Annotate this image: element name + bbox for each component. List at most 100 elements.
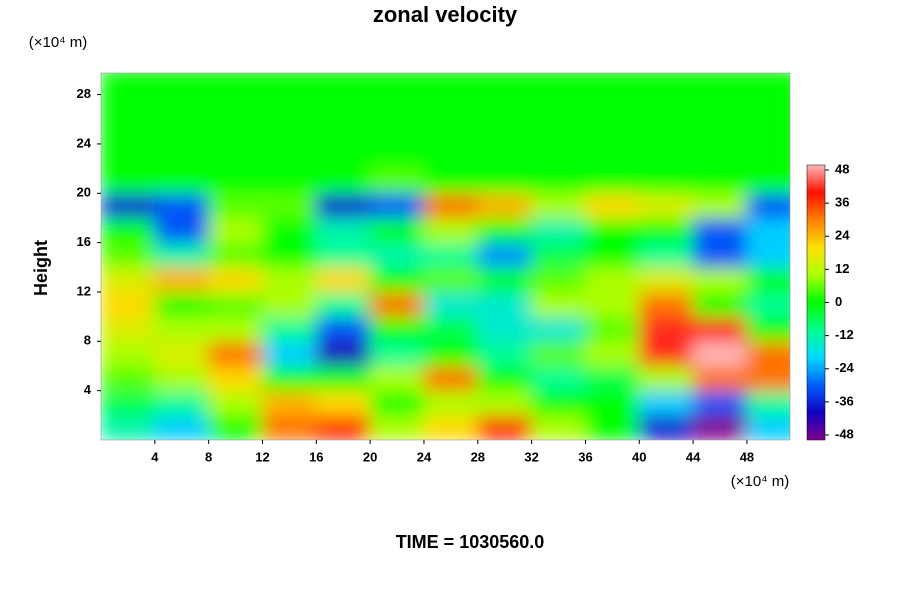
- heat-cell: [638, 118, 694, 145]
- heat-cell: [692, 94, 748, 120]
- heat-cell: [584, 291, 640, 318]
- heat-cell: [369, 316, 425, 342]
- heat-cell: [208, 192, 263, 219]
- heat-cell: [692, 192, 748, 219]
- heat-cell: [208, 94, 263, 120]
- heat-cell: [746, 73, 790, 96]
- x-tick-label: 48: [740, 449, 754, 464]
- heat-cell: [531, 94, 586, 120]
- heat-cell: [423, 242, 479, 268]
- heat-cell: [154, 168, 210, 194]
- heat-cell: [477, 266, 533, 293]
- heat-cell: [584, 340, 640, 367]
- heat-cell: [584, 316, 640, 342]
- y-tick-label: 4: [84, 382, 92, 397]
- heat-cell: [423, 365, 479, 392]
- heat-cell: [101, 118, 156, 145]
- heat-cell: [584, 118, 640, 145]
- heat-cell: [315, 266, 371, 293]
- heat-cell: [101, 266, 156, 293]
- colorbar-tick-label: 48: [835, 161, 849, 176]
- heat-cell: [692, 414, 748, 440]
- heat-cell: [746, 414, 790, 440]
- heat-cell: [692, 217, 748, 244]
- heat-cell: [531, 242, 586, 268]
- heat-cell: [531, 217, 586, 244]
- x-tick-label: 40: [632, 449, 646, 464]
- heat-cell: [692, 73, 748, 96]
- x-tick-label: 8: [205, 449, 212, 464]
- heat-cell: [154, 192, 210, 219]
- heat-cell: [746, 242, 790, 268]
- heat-cell: [477, 73, 533, 96]
- heat-cell: [315, 365, 371, 392]
- heat-cell: [423, 316, 479, 342]
- heat-cell: [154, 291, 210, 318]
- heat-cell: [746, 94, 790, 120]
- heat-cell: [261, 316, 317, 342]
- heat-cell: [154, 242, 210, 268]
- heat-cell: [423, 94, 479, 120]
- heat-cell: [692, 266, 748, 293]
- heat-cell: [477, 242, 533, 268]
- heat-cell: [423, 192, 479, 219]
- heat-cell: [154, 217, 210, 244]
- heat-cell: [369, 414, 425, 440]
- heat-cell: [584, 192, 640, 219]
- heat-cell: [154, 316, 210, 342]
- heat-cell: [423, 118, 479, 145]
- heat-cell: [315, 316, 371, 342]
- heat-cell: [154, 266, 210, 293]
- heat-cell: [208, 414, 263, 440]
- heat-cell: [746, 143, 790, 170]
- x-tick-label: 36: [578, 449, 592, 464]
- x-tick-label: 28: [471, 449, 485, 464]
- heat-cell: [531, 192, 586, 219]
- heat-cell: [261, 365, 317, 392]
- y-unit: (×10⁴ m): [29, 34, 88, 51]
- y-tick-label: 24: [77, 135, 92, 150]
- heat-cell: [692, 118, 748, 145]
- heat-cell: [261, 340, 317, 367]
- heat-cell: [315, 192, 371, 219]
- heat-cell: [584, 365, 640, 392]
- heat-cell: [692, 390, 748, 416]
- heat-cell: [208, 316, 263, 342]
- colorbar-tick-label: -24: [835, 360, 855, 375]
- heat-cell: [369, 118, 425, 145]
- heat-cell: [477, 143, 533, 170]
- heat-cell: [584, 168, 640, 194]
- heat-cell: [531, 316, 586, 342]
- heat-cell: [746, 390, 790, 416]
- x-tick-label: 32: [524, 449, 538, 464]
- heat-cell: [423, 340, 479, 367]
- chart-title: zonal velocity: [373, 2, 518, 27]
- heat-cell: [315, 414, 371, 440]
- heat-cell: [584, 390, 640, 416]
- heat-cell: [101, 192, 156, 219]
- heat-cell: [369, 390, 425, 416]
- x-tick-label: 16: [309, 449, 323, 464]
- heat-cell: [369, 192, 425, 219]
- heat-cell: [208, 365, 263, 392]
- heat-cell: [154, 390, 210, 416]
- heat-cell: [315, 143, 371, 170]
- y-tick-label: 12: [77, 283, 91, 298]
- heat-cell: [638, 414, 694, 440]
- heat-cell: [692, 365, 748, 392]
- heat-cell: [692, 242, 748, 268]
- heat-cell: [154, 73, 210, 96]
- heat-cell: [531, 118, 586, 145]
- heat-cell: [154, 414, 210, 440]
- heat-cell: [208, 217, 263, 244]
- colorbar-tick-label: 24: [835, 228, 850, 243]
- colorbar-tick-label: 12: [835, 261, 849, 276]
- colorbar-tick-label: -36: [835, 393, 854, 408]
- heat-cell: [101, 217, 156, 244]
- heat-cell: [101, 242, 156, 268]
- heat-cell: [261, 217, 317, 244]
- heat-cell: [261, 94, 317, 120]
- heat-cell: [584, 143, 640, 170]
- colorbar-tick-label: -48: [835, 426, 854, 441]
- y-tick-label: 28: [77, 86, 91, 101]
